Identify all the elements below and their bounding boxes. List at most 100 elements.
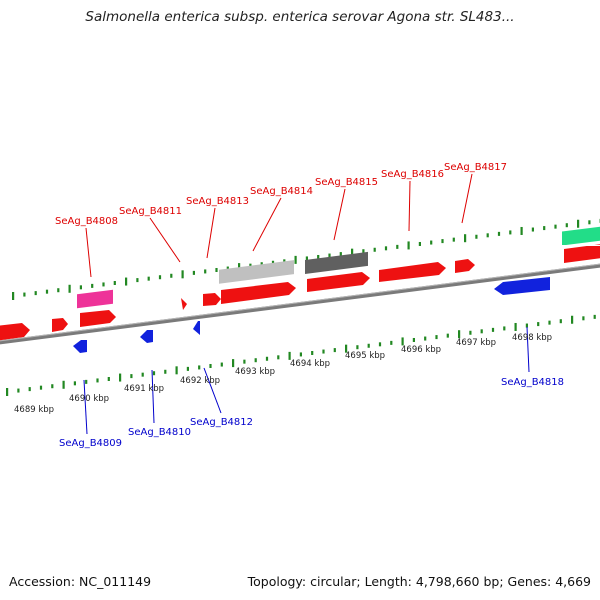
minor-tick	[497, 231, 501, 236]
minor-tick	[152, 371, 156, 376]
gene-label[interactable]: SeAg_B4815	[315, 177, 378, 188]
major-tick	[62, 380, 65, 389]
kbp-label: 4689 kbp	[14, 405, 54, 415]
gene-label[interactable]: SeAg_B4818	[501, 377, 564, 388]
minor-tick	[198, 365, 201, 370]
forward-gene[interactable]	[221, 282, 296, 304]
forward-gene[interactable]	[52, 318, 68, 332]
forward-gene[interactable]	[307, 272, 370, 292]
minor-tick	[17, 388, 20, 393]
minor-tick	[305, 256, 308, 261]
minor-tick	[260, 262, 263, 267]
kbp-label: 4693 kbp	[235, 367, 275, 377]
gene-label[interactable]: SeAg_B4816	[381, 169, 444, 180]
major-tick	[401, 337, 404, 346]
forward-gene[interactable]	[564, 244, 600, 263]
minor-tick	[107, 376, 110, 381]
minor-tick	[446, 333, 449, 338]
minor-tick	[412, 337, 415, 342]
major-tick	[12, 292, 15, 300]
minor-tick	[554, 224, 557, 229]
pink-feature[interactable]	[77, 289, 113, 309]
gene-label[interactable]: SeAg_B4808	[55, 216, 118, 227]
major-tick	[232, 359, 235, 368]
minor-tick	[164, 369, 167, 374]
minor-tick	[441, 239, 444, 244]
minor-tick	[491, 327, 495, 332]
callout-line	[149, 217, 181, 263]
gene-label[interactable]: SeAg_B4814	[250, 186, 313, 197]
minor-tick	[23, 292, 26, 297]
minor-tick	[390, 340, 393, 345]
minor-tick	[170, 273, 173, 278]
major-tick	[294, 255, 297, 264]
gene-label[interactable]: SeAg_B4811	[119, 206, 182, 217]
minor-tick	[215, 267, 218, 272]
gene-label[interactable]: SeAg_B4817	[444, 162, 507, 173]
minor-tick	[543, 226, 546, 231]
callout-line	[203, 367, 222, 414]
minor-tick	[209, 363, 212, 368]
callout-line	[151, 369, 155, 424]
minor-tick	[271, 260, 275, 265]
minor-tick	[328, 253, 331, 258]
kbp-label: 4690 kbp	[69, 394, 109, 404]
minor-tick	[311, 350, 314, 355]
minor-tick	[204, 269, 207, 274]
reverse-gene[interactable]	[494, 277, 550, 295]
minor-tick	[362, 249, 365, 254]
minor-tick	[57, 288, 60, 293]
minor-tick	[548, 320, 551, 325]
minor-tick	[430, 240, 433, 245]
minor-tick	[503, 326, 506, 331]
forward-gene[interactable]	[181, 298, 187, 310]
callout-line	[526, 326, 530, 373]
minor-tick	[186, 366, 189, 371]
minor-tick	[486, 233, 489, 238]
gray-feature[interactable]	[219, 260, 294, 284]
minor-tick	[565, 223, 568, 228]
teal-feature[interactable]	[562, 226, 600, 246]
minor-tick	[45, 289, 49, 294]
minor-tick	[418, 241, 421, 246]
gene-label[interactable]: SeAg_B4813	[186, 196, 249, 207]
major-tick	[458, 330, 461, 339]
major-tick	[407, 241, 410, 250]
forward-gene[interactable]	[203, 293, 221, 306]
minor-tick	[475, 234, 478, 239]
minor-tick	[299, 352, 302, 357]
forward-gene[interactable]	[379, 262, 446, 282]
reverse-gene[interactable]	[140, 330, 153, 343]
major-tick	[351, 248, 354, 257]
minor-tick	[283, 259, 286, 264]
callout-line	[83, 379, 88, 435]
forward-gene[interactable]	[0, 323, 30, 341]
minor-tick	[593, 314, 596, 319]
minor-tick	[531, 227, 534, 232]
darkgray-feature[interactable]	[305, 251, 368, 274]
kbp-label: 4697 kbp	[456, 338, 496, 348]
callout-line	[333, 188, 346, 241]
minor-tick	[113, 280, 116, 285]
upper-tick-row	[12, 218, 600, 300]
reverse-gene[interactable]	[73, 340, 87, 353]
minor-tick	[480, 329, 483, 334]
forward-gene[interactable]	[80, 310, 116, 327]
major-tick	[119, 373, 122, 382]
forward-gene[interactable]	[455, 259, 475, 273]
major-tick	[6, 388, 9, 396]
gene-label[interactable]: SeAg_B4812	[190, 417, 253, 428]
minor-tick	[339, 252, 342, 257]
kbp-label: 4695 kbp	[345, 351, 385, 361]
minor-tick	[384, 246, 388, 251]
minor-tick	[39, 385, 43, 390]
reverse-gene[interactable]	[193, 321, 200, 335]
minor-tick	[378, 342, 382, 347]
major-tick	[125, 277, 128, 286]
major-tick	[520, 226, 523, 235]
minor-tick	[509, 230, 512, 235]
gene-label[interactable]: SeAg_B4810	[128, 427, 191, 438]
gene-label[interactable]: SeAg_B4809	[59, 438, 122, 449]
